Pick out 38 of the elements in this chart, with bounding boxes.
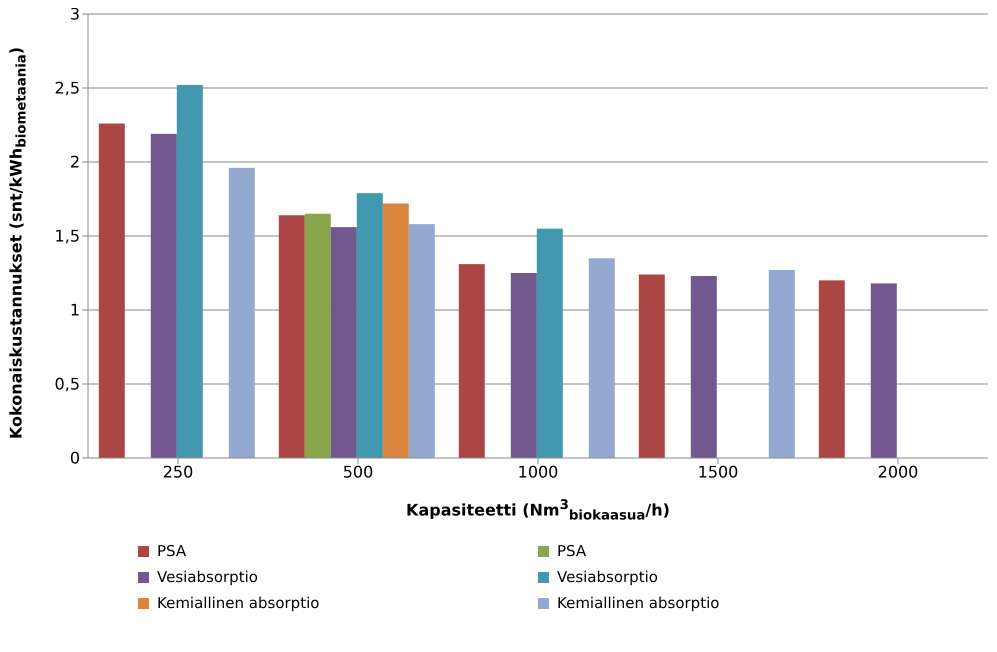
bar (536, 228, 563, 458)
bar (330, 227, 357, 458)
legend-label: PSA (557, 542, 586, 560)
legend-label: PSA (157, 542, 186, 560)
bar (278, 215, 305, 458)
bar (228, 168, 255, 458)
x-tick-label: 250 (162, 462, 194, 482)
bar (150, 134, 177, 458)
legend-label: Vesiabsorptio (557, 568, 658, 586)
bar (870, 283, 897, 458)
bar (176, 85, 203, 458)
bar (768, 270, 795, 458)
x-axis-title: Kapasiteetti (Nm$^{3}$$_{biokaasua}$/h) (405, 498, 671, 524)
bar (510, 273, 537, 458)
bar (690, 276, 717, 458)
legend-label: Vesiabsorptio (157, 568, 258, 586)
x-tick-label: 1000 (518, 462, 558, 482)
y-tick-label: 3 (70, 4, 80, 24)
bar (818, 280, 845, 458)
y-tick-label: 1,5 (54, 226, 80, 246)
bar (304, 214, 331, 458)
y-tick-label: 0 (70, 448, 80, 468)
bar (356, 193, 383, 458)
legend-label: Kemiallinen absorptio (157, 594, 320, 612)
y-tick-label: 2 (70, 152, 80, 172)
bar (382, 203, 409, 458)
y-tick-label: 2,5 (54, 78, 80, 98)
x-tick-label: 500 (342, 462, 374, 482)
x-tick-label: 1500 (698, 462, 738, 482)
bar (638, 274, 665, 458)
x-tick-label: 2000 (878, 462, 918, 482)
y-tick-label: 1 (70, 300, 80, 320)
bar (588, 258, 615, 458)
y-tick-label: 0,5 (54, 374, 80, 394)
bar (98, 124, 125, 458)
bar (408, 224, 435, 458)
legend-label: Kemiallinen absorptio (557, 594, 720, 612)
bar (458, 264, 485, 458)
